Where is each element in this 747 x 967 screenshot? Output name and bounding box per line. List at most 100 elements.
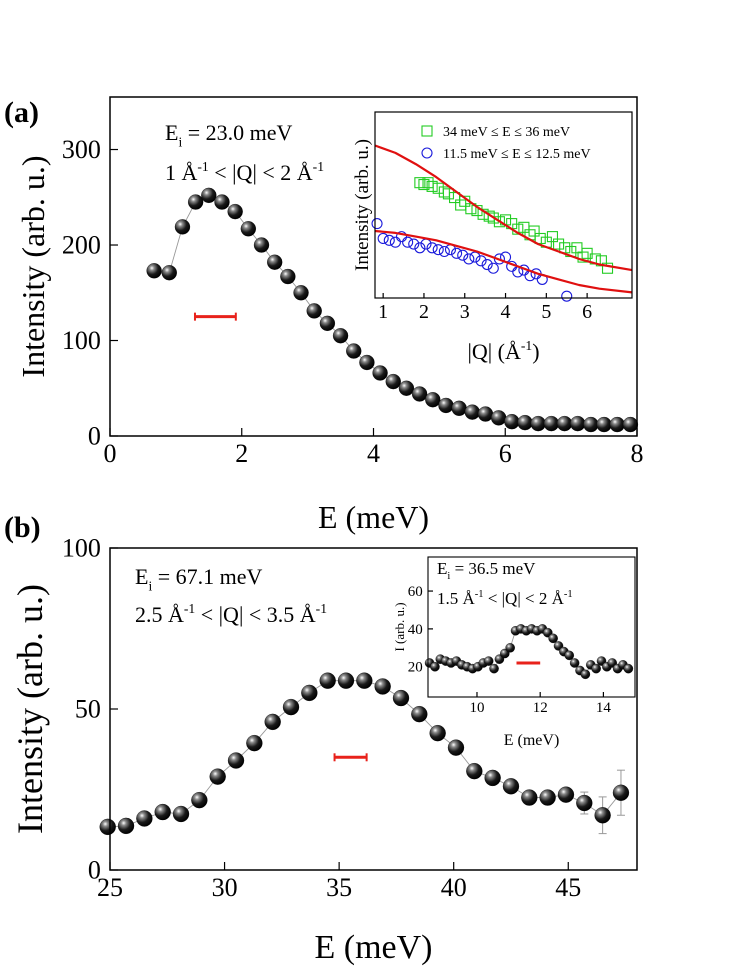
annotation-part: 1.5 Å (437, 589, 476, 608)
annotation-part: i (148, 579, 152, 594)
point (623, 663, 634, 674)
y-axis-title: I (arb. u.) (392, 602, 407, 651)
x-tick-label: 6 (582, 301, 592, 323)
point (609, 416, 625, 433)
x-tick-label: 25 (97, 873, 123, 902)
annotation-part: 2.5 Å (135, 602, 184, 627)
point (530, 415, 546, 432)
annotation-part: = 36.5 meV (450, 559, 536, 578)
point (543, 415, 560, 432)
point (240, 221, 256, 237)
annotation: Ei = 23.0 meV (165, 120, 293, 150)
x-axis-title: E (meV) (504, 732, 560, 749)
point (483, 656, 494, 666)
y-tick-label: 200 (62, 231, 101, 260)
point (451, 247, 463, 259)
point (447, 739, 465, 756)
point (622, 416, 639, 433)
y-tick-label: 300 (62, 135, 101, 164)
point (594, 807, 611, 824)
point (426, 180, 438, 192)
point (187, 194, 204, 210)
point (577, 251, 589, 263)
x-tick-label: 30 (212, 873, 238, 902)
point (489, 663, 499, 674)
point (539, 789, 556, 806)
point (414, 242, 426, 254)
x-axis-title: E (meV) (314, 929, 432, 966)
annotation-part: = 67.1 meV (152, 564, 262, 589)
point (491, 410, 507, 426)
point (457, 249, 469, 261)
point (332, 328, 349, 344)
x-tick-label: 0 (104, 439, 117, 468)
point (253, 237, 270, 253)
annotation-part: < |Q| < 3.5 Å (195, 602, 316, 627)
point (442, 188, 454, 200)
point (546, 231, 559, 243)
point (463, 253, 475, 265)
resolution-bar (193, 312, 237, 321)
point (432, 182, 444, 194)
point (319, 672, 336, 689)
point (612, 784, 630, 801)
x-axis-title-part: -1 (521, 338, 532, 353)
x-tick-label: 40 (441, 873, 467, 902)
point (438, 186, 450, 198)
annotation-part: E (437, 559, 447, 578)
point (475, 255, 487, 267)
point (377, 232, 389, 245)
point (570, 415, 586, 432)
annotation-part: E (165, 120, 178, 145)
y-axis-title: Intensity (arb. u.) (352, 139, 373, 271)
annotation-part: = 23.0 meV (182, 120, 292, 145)
y-tick-label: 50 (75, 695, 101, 724)
annotation-part: i (178, 135, 182, 150)
fit-curve (374, 144, 633, 272)
x-tick-label: 1 (378, 301, 388, 323)
point (534, 232, 546, 245)
point (392, 689, 410, 707)
point (117, 817, 135, 835)
point (374, 678, 391, 695)
panel-label: (a) (4, 96, 39, 129)
point (408, 238, 420, 250)
point (389, 236, 401, 248)
point (466, 762, 483, 780)
annotation: 1 Å-1 < |Q| < 2 Å-1 (165, 159, 324, 185)
point (576, 794, 593, 812)
y-axis-title: Intensity (arb. u.) (15, 155, 51, 377)
annotation-part: E (135, 564, 148, 589)
point (556, 415, 573, 432)
point (209, 768, 226, 785)
point (346, 343, 362, 359)
point (267, 254, 283, 270)
point (528, 225, 540, 237)
y-tick-label: 20 (408, 660, 423, 676)
point (246, 734, 263, 752)
annotation: Ei = 67.1 meV (135, 564, 263, 594)
point (504, 414, 520, 430)
x-tick-label: 2 (419, 301, 429, 323)
point (398, 380, 415, 396)
fit-curve (374, 229, 633, 294)
point (227, 203, 243, 220)
point (438, 397, 454, 414)
point (201, 187, 217, 204)
resolution-bar (333, 753, 368, 762)
point (227, 752, 245, 769)
point (99, 818, 116, 836)
point (136, 810, 153, 827)
x-tick-label: 6 (499, 439, 512, 468)
x-tick-label: 5 (541, 301, 551, 323)
x-tick-label: 2 (235, 439, 248, 468)
x-tick-label: 45 (555, 873, 581, 902)
x-tick-label: 3 (460, 301, 470, 323)
point (411, 386, 428, 402)
annotation-part: -1 (475, 589, 484, 600)
point (359, 354, 375, 371)
x-tick-label: 4 (367, 439, 380, 468)
point (487, 262, 499, 274)
x-tick-label: 35 (326, 873, 352, 902)
